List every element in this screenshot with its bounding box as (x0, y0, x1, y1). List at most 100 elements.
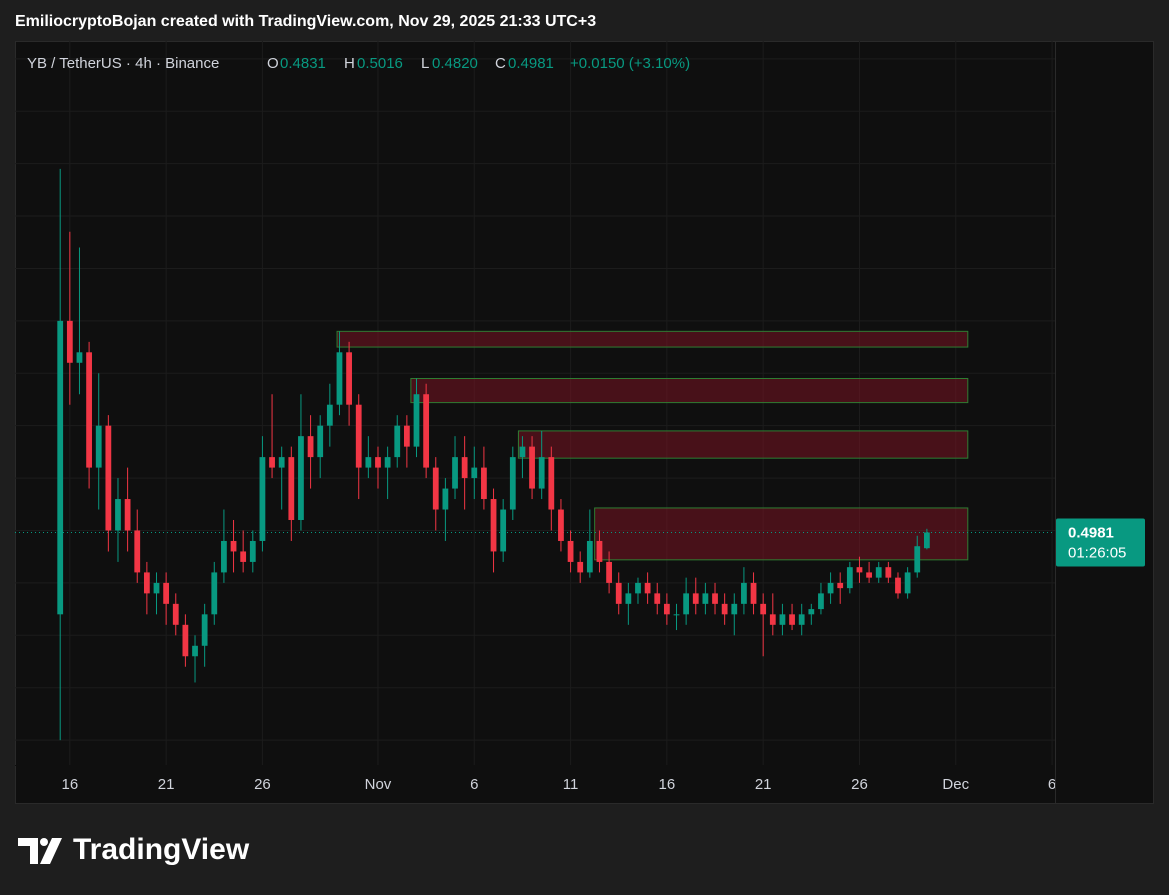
candle-body (519, 446, 526, 458)
candle-body (66, 320, 73, 363)
candle-body (567, 540, 574, 562)
brand: TradingView (73, 833, 250, 866)
candle-body (461, 457, 468, 479)
candle-body (163, 582, 170, 604)
candle-body (249, 540, 256, 562)
candle-body (490, 499, 497, 552)
candle-body (818, 593, 824, 610)
x-tick-label: 11 (563, 776, 579, 793)
legend-value: 0.4820 (432, 55, 478, 72)
candle-body (298, 436, 304, 521)
candle-body (635, 582, 641, 594)
candle-body (269, 457, 275, 468)
candle-body (683, 593, 690, 615)
x-tick-label: 21 (755, 776, 772, 793)
candle-body (115, 499, 121, 531)
legend-value: 0.5016 (357, 55, 403, 72)
candle-body (866, 572, 872, 578)
candle-body (548, 457, 555, 510)
candle-body (384, 457, 391, 468)
candle-body (259, 457, 266, 541)
candle-body (288, 457, 295, 521)
candle-body (615, 582, 622, 604)
legend-label: H (344, 55, 355, 72)
candle-body (798, 614, 805, 625)
candle-body (673, 614, 680, 616)
candle-body (375, 457, 381, 468)
candle-body (432, 467, 439, 510)
candle-body (346, 352, 352, 405)
symbol: YB / TetherUS · 4h · Binance (27, 55, 219, 72)
candle-body (895, 577, 901, 594)
candle-body (856, 567, 863, 573)
candle-body (182, 624, 189, 657)
candle-body (201, 614, 208, 646)
zone (517, 430, 969, 459)
candle-body (577, 561, 584, 573)
zone (336, 330, 969, 348)
candle-body (875, 567, 882, 578)
plot: 0.30000.35000.40000.45000.50000.55000.60… (15, 41, 1056, 793)
candle-body (741, 582, 747, 604)
candle-body (307, 436, 314, 458)
candle-body (721, 603, 728, 615)
candle-body (529, 446, 535, 489)
candle-body (779, 614, 786, 625)
candle-body (731, 603, 738, 615)
legend: YB / TetherUS · 4h · Binance O 0.4831 H … (27, 55, 690, 72)
candle-body (509, 457, 516, 510)
candle-body (211, 572, 218, 615)
candle-body (625, 593, 632, 604)
legend-label: O (267, 55, 279, 72)
candle-body (644, 582, 651, 594)
candle-body (837, 582, 844, 589)
candle-body (586, 540, 593, 573)
candle-body (355, 404, 362, 468)
last-price-box (1056, 518, 1145, 567)
tradingview-logo: TradingView (18, 833, 250, 866)
x-tick-label: Dec (942, 776, 969, 793)
candle-body (394, 425, 401, 458)
candle-body (702, 593, 709, 604)
candle-body (481, 467, 487, 500)
candle-body (654, 593, 661, 604)
candle-body (885, 567, 892, 578)
candle-body (95, 425, 102, 468)
candle-body (663, 603, 670, 615)
candle-body (143, 572, 150, 594)
x-tick-label: 16 (659, 776, 676, 793)
logo-shape (40, 838, 62, 864)
candle-body (278, 457, 285, 468)
candle-body (192, 645, 198, 657)
candle-body (221, 540, 227, 573)
logo-shape (18, 838, 38, 864)
candle-body (240, 551, 247, 562)
candle-body (452, 457, 458, 489)
candle-body (105, 425, 112, 531)
candle-body (403, 425, 410, 447)
candle-body (76, 352, 83, 363)
candle-body (423, 394, 430, 468)
candle-body (538, 457, 545, 489)
candle-body (365, 457, 372, 468)
x-tick-label: 21 (158, 776, 175, 793)
x-tick-label: 26 (254, 776, 271, 793)
candle-body (471, 467, 478, 479)
candle-body (923, 532, 930, 549)
candle-body (172, 603, 179, 625)
candle-body (606, 561, 612, 583)
candle-body (846, 567, 853, 589)
legend-label: L (421, 55, 429, 72)
x-tick-label: Nov (365, 776, 392, 793)
candle-body (336, 352, 343, 405)
candle-body (750, 582, 757, 604)
candle-body (808, 609, 815, 615)
candle-body (789, 614, 795, 625)
candle-body (904, 572, 911, 594)
candle-body (317, 425, 324, 458)
chart-panel (15, 41, 1154, 804)
candle-body (596, 540, 603, 562)
x-tick-label: 6 (1048, 776, 1056, 793)
